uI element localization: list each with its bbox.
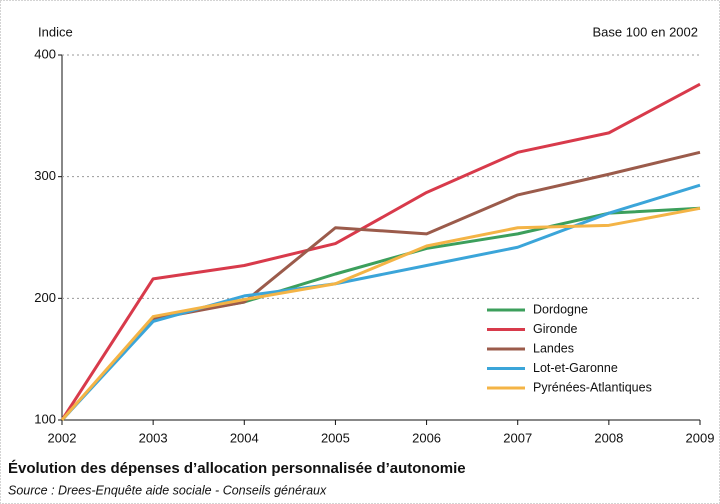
x-tick-label: 2007 (503, 430, 532, 445)
legend-label: Dordogne (533, 302, 588, 316)
series-line (60, 183, 701, 422)
x-tick-label: 2004 (230, 430, 259, 445)
x-tick-label: 2006 (412, 430, 441, 445)
x-tick-label: 2008 (594, 430, 623, 445)
legend-label: Pyrénées-Atlantiques (533, 380, 652, 394)
series-line (60, 206, 701, 421)
source: Source : Drees-Enquête aide sociale - Co… (8, 483, 327, 497)
y-tick-label: 400 (34, 46, 56, 61)
legend-label: Gironde (533, 322, 578, 336)
x-tick-label: 2009 (686, 430, 715, 445)
legend-label: Lot-et-Garonne (533, 361, 618, 375)
y-tick-label: 100 (34, 411, 56, 426)
legend-label: Landes (533, 341, 574, 355)
chart-title: Évolution des dépenses d’allocation pers… (8, 460, 466, 477)
x-tick-label: 2003 (139, 430, 168, 445)
series-line (60, 82, 701, 421)
annotation: Base 100 en 2002 (592, 24, 698, 39)
y-axis-label: Indice (38, 24, 73, 39)
x-tick-label: 2002 (48, 430, 77, 445)
x-tick-label: 2005 (321, 430, 350, 445)
y-tick-label: 300 (34, 168, 56, 183)
y-tick-label: 200 (34, 290, 56, 305)
